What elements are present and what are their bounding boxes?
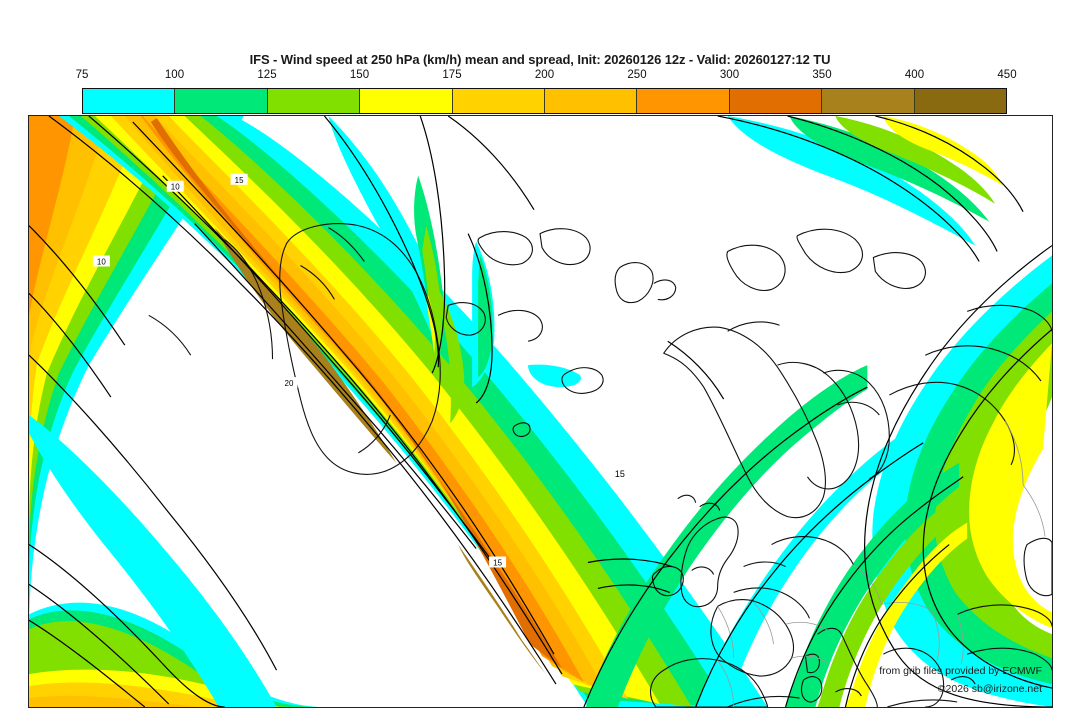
- colorbar-band-150-175: [360, 89, 453, 113]
- colorbar-tick-400: 400: [904, 69, 925, 81]
- colorbar-tick-175: 175: [442, 69, 462, 81]
- svg-text:15: 15: [493, 558, 502, 567]
- political-borders: [717, 420, 1046, 707]
- colorbar-band-175-200: [452, 89, 546, 113]
- contour-label: 15: [230, 173, 248, 185]
- colorbar-tick-125: 125: [257, 69, 277, 81]
- svg-text:20: 20: [285, 379, 294, 388]
- coastlines: [148, 223, 1052, 707]
- contour-label: 15: [615, 469, 625, 479]
- colorbar-tick-100: 100: [164, 69, 185, 81]
- colorbar-tick-250: 250: [627, 69, 647, 81]
- colorbar-band-350-400: [822, 89, 915, 113]
- wind-speed-field: 10 15 20 15 15: [29, 116, 1052, 707]
- colorbar-band-300-350: [729, 89, 823, 113]
- colorbar-band-400-450: [914, 89, 1007, 113]
- colorbar: [82, 88, 1007, 114]
- colorbar-tick-75: 75: [75, 69, 89, 81]
- spread-contours: [29, 116, 1052, 707]
- copyright-credit: ©2026 sb@irizone.net: [937, 683, 1042, 695]
- contour-label: 10: [92, 255, 110, 267]
- page-title: IFS - Wind speed at 250 hPa (km/h) mean …: [249, 52, 831, 67]
- svg-text:15: 15: [615, 469, 625, 479]
- colorbar-band-75-100: [83, 89, 176, 113]
- contour-label: 10: [166, 180, 184, 192]
- svg-text:15: 15: [235, 176, 244, 185]
- spread-contour-labels: 10 15 20 15 15: [92, 173, 625, 567]
- colorbar-tick-150: 150: [349, 69, 370, 81]
- contour-label: 20: [280, 377, 298, 388]
- contour-label: 15: [489, 556, 507, 567]
- colorbar-tick-labels: 75 100 125 150 175 200 250 300 350 400 4…: [76, 69, 1017, 85]
- colorbar-band-200-250: [545, 89, 638, 113]
- filled-contour-bands: [29, 116, 1052, 707]
- colorbar-tick-200: 200: [534, 69, 555, 81]
- colorbar-band-100-125: [175, 89, 268, 113]
- source-credit: from grib files provided by ECMWF: [879, 665, 1042, 677]
- map-canvas[interactable]: 10 15 20 15 15: [28, 115, 1053, 708]
- colorbar-band-125-150: [267, 89, 361, 113]
- svg-text:10: 10: [171, 183, 180, 192]
- svg-text:10: 10: [97, 258, 106, 267]
- colorbar-band-250-300: [637, 89, 730, 113]
- colorbar-tick-450: 450: [997, 69, 1017, 81]
- colorbar-bands: [82, 88, 1007, 114]
- colorbar-tick-350: 350: [812, 69, 832, 81]
- colorbar-tick-300: 300: [719, 69, 740, 81]
